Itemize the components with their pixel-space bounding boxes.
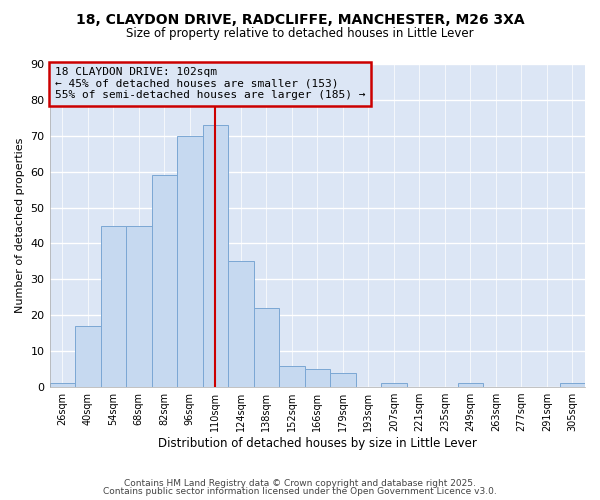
X-axis label: Distribution of detached houses by size in Little Lever: Distribution of detached houses by size … xyxy=(158,437,477,450)
Bar xyxy=(330,372,356,387)
Bar xyxy=(228,262,254,387)
Bar xyxy=(458,384,483,387)
Bar xyxy=(560,384,585,387)
Bar xyxy=(177,136,203,387)
Bar xyxy=(126,226,152,387)
Text: 18, CLAYDON DRIVE, RADCLIFFE, MANCHESTER, M26 3XA: 18, CLAYDON DRIVE, RADCLIFFE, MANCHESTER… xyxy=(76,12,524,26)
Bar xyxy=(305,369,330,387)
Text: Contains public sector information licensed under the Open Government Licence v3: Contains public sector information licen… xyxy=(103,487,497,496)
Bar xyxy=(75,326,101,387)
Bar xyxy=(203,125,228,387)
Bar xyxy=(279,366,305,387)
Bar xyxy=(254,308,279,387)
Text: 18 CLAYDON DRIVE: 102sqm
← 45% of detached houses are smaller (153)
55% of semi-: 18 CLAYDON DRIVE: 102sqm ← 45% of detach… xyxy=(55,67,365,100)
Text: Contains HM Land Registry data © Crown copyright and database right 2025.: Contains HM Land Registry data © Crown c… xyxy=(124,478,476,488)
Bar xyxy=(101,226,126,387)
Bar xyxy=(381,384,407,387)
Text: Size of property relative to detached houses in Little Lever: Size of property relative to detached ho… xyxy=(126,28,474,40)
Y-axis label: Number of detached properties: Number of detached properties xyxy=(15,138,25,313)
Bar xyxy=(152,176,177,387)
Bar xyxy=(50,384,75,387)
